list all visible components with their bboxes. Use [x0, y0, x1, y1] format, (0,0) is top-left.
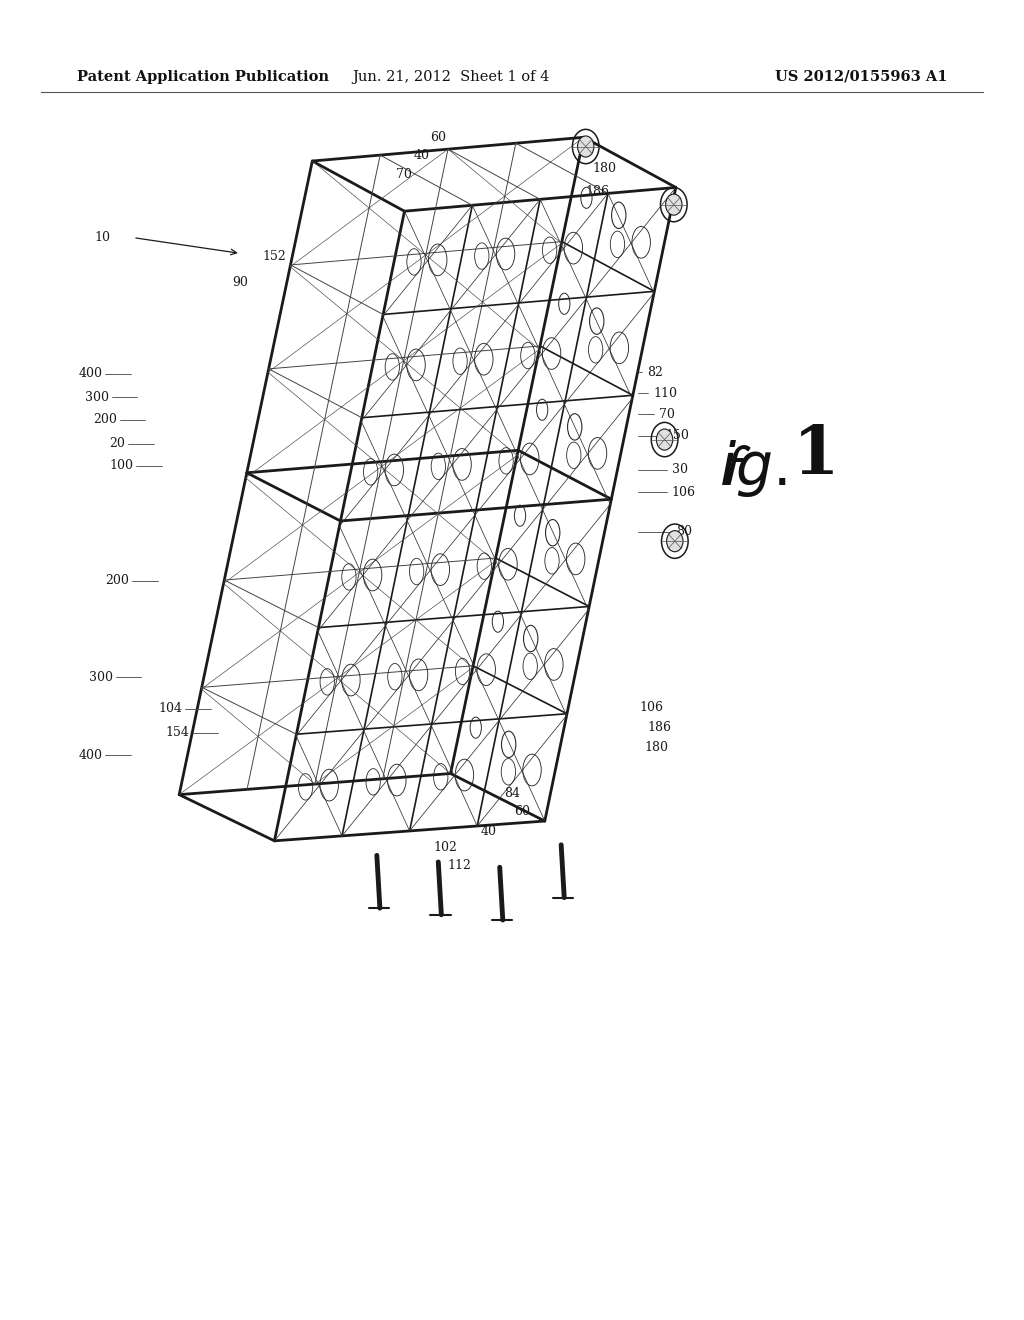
Text: 186: 186: [585, 185, 609, 198]
Text: US 2012/0155963 A1: US 2012/0155963 A1: [775, 70, 947, 83]
Text: 10: 10: [94, 231, 111, 244]
Text: 186: 186: [647, 721, 672, 734]
Text: 100: 100: [110, 459, 133, 473]
Text: 152: 152: [262, 249, 287, 263]
Text: 400: 400: [79, 748, 102, 762]
Text: 70: 70: [395, 168, 412, 181]
Text: $\mathcal{f}\!\!\mathit{ig.}$: $\mathcal{f}\!\!\mathit{ig.}$: [719, 438, 786, 499]
Text: 84: 84: [504, 787, 520, 800]
Text: 106: 106: [672, 486, 695, 499]
Text: 300: 300: [89, 671, 113, 684]
Text: 70: 70: [659, 408, 676, 421]
Text: 90: 90: [232, 276, 249, 289]
Text: Patent Application Publication: Patent Application Publication: [77, 70, 329, 83]
Text: 102: 102: [433, 841, 458, 854]
Text: 200: 200: [93, 413, 117, 426]
Text: 60: 60: [514, 805, 530, 818]
Text: 40: 40: [480, 825, 497, 838]
Text: 300: 300: [85, 391, 109, 404]
Text: 112: 112: [447, 859, 472, 873]
Text: 20: 20: [109, 437, 125, 450]
Text: 180: 180: [644, 741, 669, 754]
Circle shape: [578, 136, 594, 157]
Text: 150: 150: [666, 429, 689, 442]
Text: 30: 30: [672, 463, 688, 477]
Text: 106: 106: [639, 701, 664, 714]
Circle shape: [666, 194, 682, 215]
Text: 104: 104: [159, 702, 182, 715]
Text: 40: 40: [414, 149, 430, 162]
Text: 154: 154: [166, 726, 189, 739]
Text: 80: 80: [676, 525, 692, 539]
Text: 82: 82: [647, 366, 664, 379]
Circle shape: [656, 429, 673, 450]
Text: 60: 60: [430, 131, 446, 144]
Text: 400: 400: [79, 367, 102, 380]
Text: 110: 110: [653, 387, 677, 400]
Circle shape: [667, 531, 683, 552]
Text: 180: 180: [592, 162, 616, 176]
Text: 200: 200: [105, 574, 129, 587]
Text: Jun. 21, 2012  Sheet 1 of 4: Jun. 21, 2012 Sheet 1 of 4: [352, 70, 549, 83]
Text: 1: 1: [793, 422, 840, 488]
